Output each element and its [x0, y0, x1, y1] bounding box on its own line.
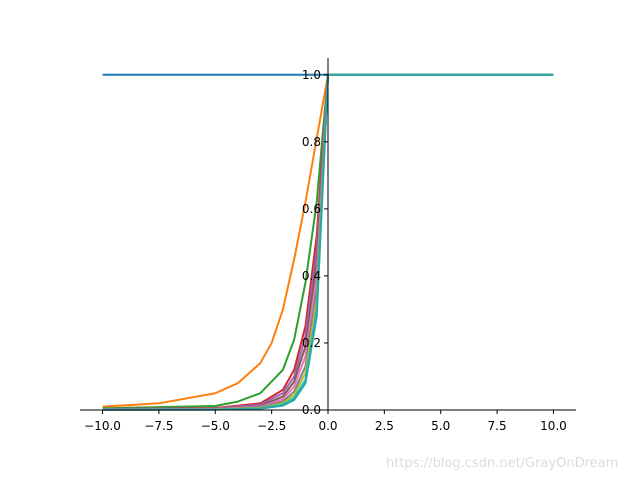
- ticks-layer: −10.0 −7.5 −5.0 −2.5 0.0 2.5 5.0 7.5 10.0 0.0 0.2 0…: [84, 68, 567, 433]
- x-tick-label: 0.0: [318, 419, 337, 433]
- x-tick-label: 2.5: [375, 419, 394, 433]
- y-tick-label: 1.0: [302, 68, 321, 82]
- x-tick-label: −2.5: [257, 419, 286, 433]
- y-tick-label: 0.4: [302, 269, 321, 283]
- y-tick-label: 0.0: [302, 403, 321, 417]
- x-tick-label: 7.5: [488, 419, 507, 433]
- x-tick-label: −10.0: [84, 419, 121, 433]
- x-tick-label: −7.5: [144, 419, 173, 433]
- y-tick-label: 0.2: [302, 336, 321, 350]
- x-tick-label: 5.0: [431, 419, 450, 433]
- series-line-3: [102, 73, 554, 410]
- x-tick-label: 10.0: [540, 419, 567, 433]
- y-tick-label: 0.8: [302, 135, 321, 149]
- series-line-11: [102, 73, 554, 411]
- watermark-text: https://blog.csdn.net/GrayOnDream: [386, 456, 618, 471]
- y-tick-label: 0.6: [302, 202, 321, 216]
- series-line-2: [102, 73, 554, 408]
- x-tick-label: −5.0: [201, 419, 230, 433]
- series-layer: [102, 73, 554, 411]
